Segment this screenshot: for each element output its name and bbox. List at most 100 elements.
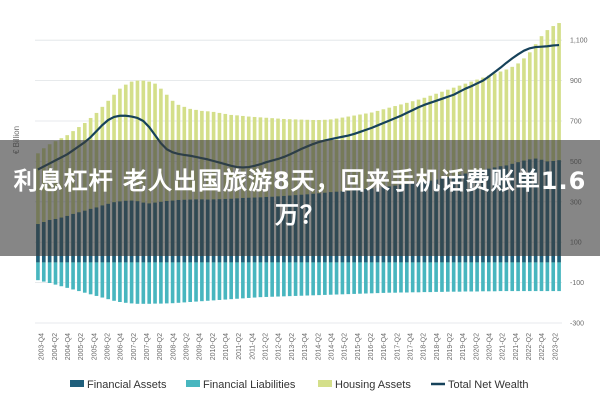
- financial-liabilities-bar: [446, 262, 450, 292]
- x-tick-label: 2004-Q2: [52, 333, 59, 360]
- financial-liabilities-bar: [387, 262, 392, 293]
- financial-liabilities-bar: [463, 262, 468, 292]
- x-tick-label: 2007-Q4: [144, 333, 151, 360]
- financial-liabilities-bar: [59, 262, 64, 287]
- financial-liabilities-bar: [205, 262, 210, 301]
- legend-swatch: [70, 380, 84, 387]
- legend-label: Financial Liabilities: [203, 379, 296, 391]
- legend: Financial Assets Financial Liabilities Hou…: [70, 379, 529, 391]
- financial-liabilities-bar: [381, 262, 386, 293]
- financial-liabilities-bar: [188, 262, 192, 302]
- financial-liabilities-bar: [557, 262, 561, 292]
- x-tick-label: 2012-Q2: [263, 333, 270, 360]
- financial-liabilities-bar: [405, 262, 409, 293]
- legend-label: Total Net Wealth: [448, 379, 529, 391]
- financial-liabilities-bar: [492, 262, 497, 292]
- financial-liabilities-bar: [533, 262, 538, 292]
- x-tick-label: 2023-Q2: [552, 333, 559, 360]
- financial-liabilities-bar: [229, 262, 233, 300]
- y-tick-label: 1,100: [570, 38, 588, 45]
- legend-label: Financial Assets: [87, 379, 167, 391]
- financial-liabilities-bar: [246, 262, 251, 298]
- y-tick-label: 900: [570, 78, 582, 85]
- financial-liabilities-bar: [88, 262, 93, 295]
- x-tick-label: 2010-Q2: [210, 333, 217, 360]
- financial-liabilities-bar: [305, 262, 310, 296]
- financial-liabilities-bar: [135, 262, 140, 304]
- financial-liabilities-bar: [469, 262, 474, 292]
- x-tick-label: 2006-Q4: [118, 333, 125, 360]
- financial-liabilities-bar: [71, 262, 75, 290]
- x-tick-label: 2019-Q2: [447, 333, 454, 360]
- x-tick-label: 2009-Q4: [197, 333, 204, 360]
- x-tick-label: 2015-Q4: [355, 333, 362, 360]
- x-tick-label: 2011-Q4: [249, 333, 256, 360]
- x-tick-label: 2013-Q4: [302, 333, 309, 360]
- financial-liabilities-bar: [475, 262, 479, 292]
- financial-liabilities-bar: [100, 262, 105, 298]
- financial-liabilities-bar: [527, 262, 532, 292]
- x-tick-label: 2003-Q4: [39, 333, 46, 360]
- x-axis-ticks: 2003-Q4 2004-Q2 2004-Q4 2005-Q2 2005-Q4 2006-…: [39, 333, 560, 360]
- financial-liabilities-bar: [340, 262, 345, 295]
- financial-liabilities-bar: [545, 262, 550, 292]
- x-tick-label: 2018-Q2: [421, 333, 428, 360]
- x-tick-label: 2005-Q2: [78, 333, 85, 360]
- x-tick-label: 2016-Q2: [368, 333, 375, 360]
- financial-liabilities-bar: [282, 262, 286, 297]
- x-tick-label: 2022-Q4: [539, 333, 546, 360]
- financial-liabilities-bar: [451, 262, 456, 292]
- x-tick-label: 2004-Q4: [65, 333, 72, 360]
- financial-liabilities-bar: [153, 262, 157, 304]
- financial-liabilities-bar: [176, 262, 181, 303]
- financial-liabilities-bar: [399, 262, 403, 293]
- financial-liabilities-bar: [498, 262, 503, 292]
- x-tick-label: 2015-Q2: [342, 333, 349, 360]
- financial-liabilities-bar: [516, 262, 520, 292]
- financial-liabilities-bar: [276, 262, 280, 297]
- financial-liabilities-bar: [270, 262, 274, 297]
- financial-liabilities-bar: [194, 262, 198, 302]
- financial-liabilities-bar: [510, 262, 515, 292]
- x-tick-label: 2009-Q2: [184, 333, 191, 360]
- financial-liabilities-bar: [147, 262, 151, 304]
- financial-liabilities-bar: [328, 262, 333, 295]
- financial-liabilities-bar: [317, 262, 321, 296]
- financial-liabilities-bar: [393, 262, 397, 293]
- financial-liabilities-bar: [235, 262, 239, 299]
- financial-liabilities-bar: [434, 262, 438, 292]
- y-tick-label: 700: [570, 119, 582, 126]
- y-tick-label: -300: [570, 321, 584, 328]
- financial-liabilities-bar: [77, 262, 81, 292]
- x-tick-label: 2020-Q2: [473, 333, 480, 360]
- financial-liabilities-bar: [170, 262, 175, 304]
- financial-liabilities-bar: [223, 262, 228, 300]
- financial-liabilities-bar: [47, 262, 52, 284]
- financial-liabilities-bar: [364, 262, 368, 294]
- financial-liabilities-bar: [118, 262, 122, 302]
- financial-liabilities-bar: [481, 262, 485, 292]
- financial-liabilities-bar: [211, 262, 216, 301]
- financial-liabilities-bar: [36, 262, 40, 281]
- x-tick-label: 2012-Q4: [276, 333, 283, 360]
- financial-liabilities-bar: [258, 262, 263, 298]
- x-tick-label: 2011-Q2: [236, 333, 243, 360]
- x-tick-label: 2016-Q4: [381, 333, 388, 360]
- financial-liabilities-bar: [65, 262, 70, 288]
- x-tick-label: 2017-Q2: [394, 333, 401, 360]
- x-tick-label: 2006-Q2: [104, 333, 111, 360]
- x-tick-label: 2008-Q4: [170, 333, 177, 360]
- legend-swatch: [318, 380, 332, 387]
- financial-liabilities-bar: [252, 262, 257, 298]
- financial-liabilities-bars: [36, 262, 561, 304]
- legend-swatch: [186, 380, 200, 387]
- financial-liabilities-bar: [241, 262, 245, 299]
- financial-liabilities-bar: [106, 262, 111, 300]
- financial-liabilities-bar: [264, 262, 269, 297]
- financial-liabilities-bar: [112, 262, 116, 301]
- x-tick-label: 2007-Q2: [131, 333, 138, 360]
- financial-liabilities-bar: [94, 262, 99, 296]
- x-tick-label: 2008-Q2: [157, 333, 164, 360]
- x-tick-label: 2022-Q2: [526, 333, 533, 360]
- financial-liabilities-bar: [440, 262, 444, 292]
